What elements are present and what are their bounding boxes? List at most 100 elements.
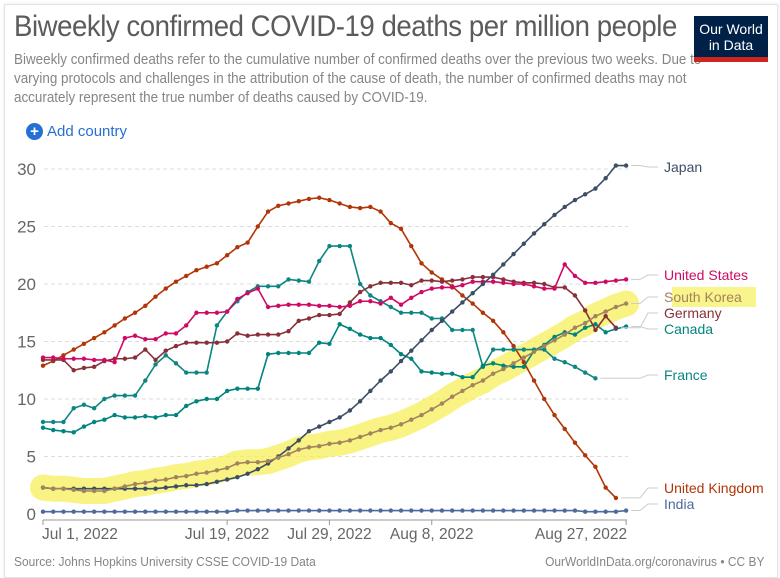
data-point: [368, 299, 373, 304]
data-point: [296, 199, 301, 204]
owid-logo[interactable]: Our World in Data: [694, 16, 768, 62]
data-point: [409, 243, 414, 249]
data-point: [102, 509, 107, 514]
data-point: [255, 466, 261, 472]
data-point: [296, 350, 301, 356]
data-point: [347, 438, 353, 443]
data-point: [613, 163, 619, 168]
data-point: [132, 393, 138, 398]
data-point: [317, 312, 322, 318]
data-point: [542, 347, 547, 352]
data-point: [276, 303, 281, 309]
data-point: [542, 396, 547, 402]
series-label: India: [664, 496, 695, 512]
plus-circle-icon: +: [26, 123, 43, 140]
data-point: [347, 300, 353, 305]
data-point: [337, 243, 342, 249]
label-connector: [631, 326, 658, 330]
data-point: [460, 388, 465, 394]
data-point: [224, 309, 230, 314]
data-point: [531, 349, 537, 355]
data-point: [470, 508, 475, 513]
data-point: [450, 371, 455, 376]
data-point: [511, 251, 516, 257]
data-point: [286, 302, 291, 307]
data-point: [388, 280, 394, 286]
data-point: [51, 419, 56, 425]
data-point: [163, 353, 168, 358]
logo-line-1: Our World: [699, 21, 763, 37]
data-point: [490, 371, 496, 376]
data-point: [306, 429, 312, 434]
data-point: [265, 209, 271, 214]
data-point: [552, 338, 557, 343]
data-point: [337, 201, 342, 206]
data-point: [102, 396, 107, 402]
data-point: [122, 335, 128, 341]
data-point: [40, 363, 46, 368]
data-point: [184, 340, 189, 345]
data-point: [40, 485, 46, 490]
data-point: [235, 296, 240, 302]
data-point: [327, 419, 332, 425]
data-point: [296, 438, 301, 443]
license-link[interactable]: CC BY: [727, 554, 764, 569]
source-link[interactable]: OurWorldInData.org/coronavirus: [544, 554, 717, 569]
chart-title: Biweekly confirmed COVID-19 deaths per m…: [14, 10, 677, 43]
data-point: [501, 280, 506, 286]
data-point: [501, 330, 506, 335]
data-point: [306, 445, 312, 450]
add-country-button[interactable]: + Add country: [26, 123, 127, 140]
data-point: [572, 273, 578, 279]
x-tick-label: Aug 8, 2022: [390, 526, 474, 543]
series-line: [42, 302, 627, 492]
data-point: [235, 475, 240, 480]
data-point: [501, 366, 506, 372]
data-point: [122, 356, 128, 361]
data-point: [603, 330, 608, 335]
data-point: [542, 281, 547, 287]
data-point: [552, 356, 557, 361]
data-point: [490, 279, 496, 284]
data-point: [521, 347, 527, 352]
data-point: [112, 486, 117, 491]
data-point: [163, 509, 168, 514]
data-point: [378, 427, 383, 433]
data-point: [184, 473, 189, 479]
data-point: [470, 327, 475, 333]
data-point: [194, 370, 199, 375]
y-tick-label: 5: [27, 448, 36, 467]
highlight-marker: [30, 290, 640, 504]
data-point: [61, 509, 66, 514]
data-point: [501, 508, 506, 513]
data-point: [214, 323, 220, 328]
data-point: [245, 508, 250, 513]
data-point: [470, 274, 475, 280]
data-point: [214, 468, 220, 473]
data-point: [214, 509, 220, 514]
series-labels: Japan United States South KoreaGermanyCana…: [600, 159, 764, 512]
data-point: [71, 430, 76, 435]
data-point: [460, 277, 465, 282]
data-point: [245, 333, 250, 338]
data-point: [224, 509, 230, 514]
data-point: [460, 300, 465, 305]
data-point: [265, 332, 271, 337]
label-connector: [631, 274, 658, 280]
data-point: [91, 364, 97, 369]
data-point: [439, 401, 445, 406]
data-point: [235, 331, 240, 336]
data-point: [419, 261, 424, 266]
data-point: [429, 286, 434, 291]
data-point: [368, 204, 373, 210]
data-point: [153, 486, 158, 491]
data-point: [337, 304, 342, 310]
series-line: [43, 263, 627, 364]
data-point: [143, 480, 148, 486]
data-point: [255, 332, 261, 337]
data-point: [480, 281, 486, 287]
data-point: [480, 508, 486, 513]
data-point: [388, 220, 394, 226]
data-point: [337, 508, 342, 513]
data-point: [531, 284, 537, 289]
